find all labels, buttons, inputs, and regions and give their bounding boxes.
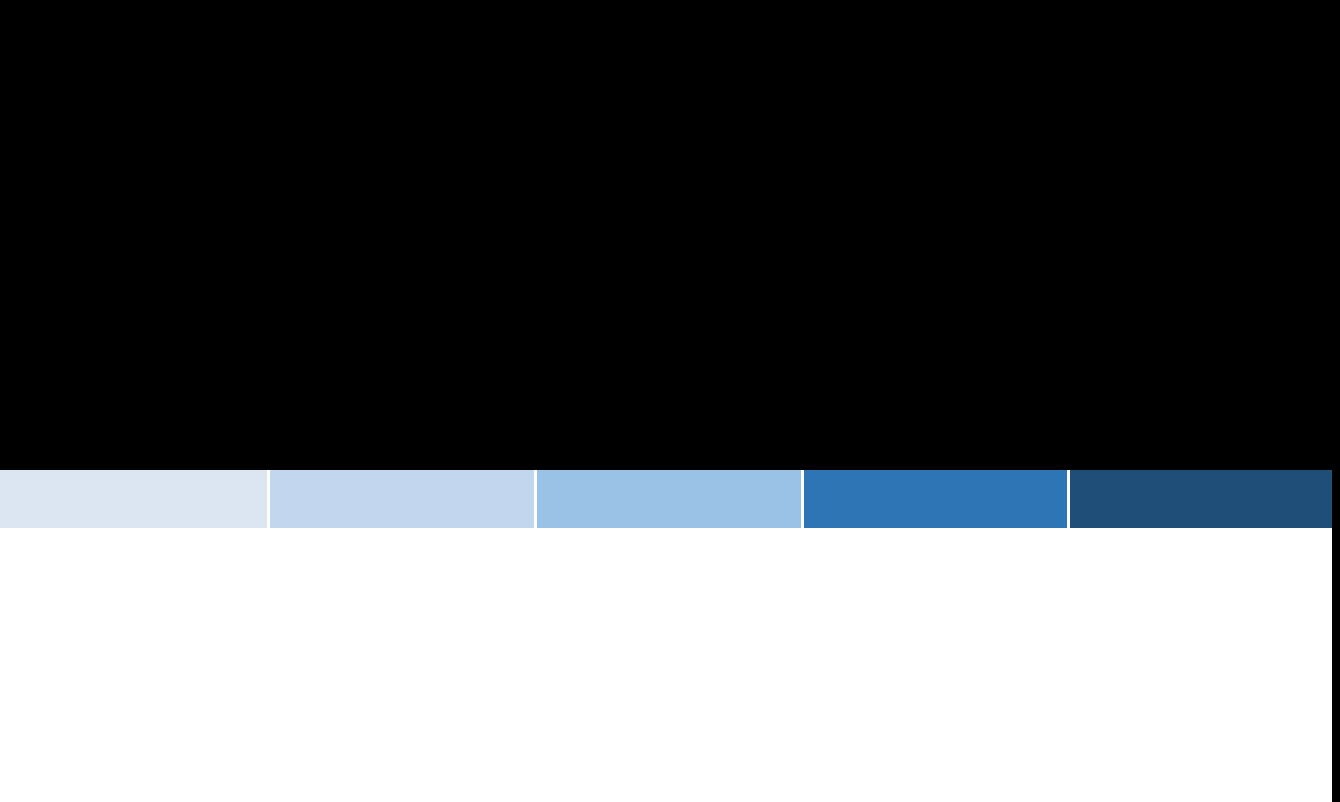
header-cell-very-hard bbox=[1068, 470, 1332, 528]
gauge-graphic bbox=[0, 0, 1340, 470]
table-row bbox=[0, 528, 1332, 802]
difficulty-legend-table bbox=[0, 470, 1332, 802]
header-cell-easy bbox=[268, 470, 537, 528]
header-cell-medium bbox=[535, 470, 804, 528]
gauge-svg bbox=[0, 0, 1340, 470]
description-cell-easy bbox=[268, 528, 537, 802]
header-cell-beginner bbox=[0, 470, 270, 528]
header-cell-hard bbox=[802, 470, 1070, 528]
description-cell-very-hard bbox=[1068, 528, 1332, 802]
description-cell-hard bbox=[802, 528, 1070, 802]
description-cell-beginner bbox=[0, 528, 270, 802]
table-header-row bbox=[0, 470, 1332, 528]
description-cell-medium bbox=[535, 528, 804, 802]
